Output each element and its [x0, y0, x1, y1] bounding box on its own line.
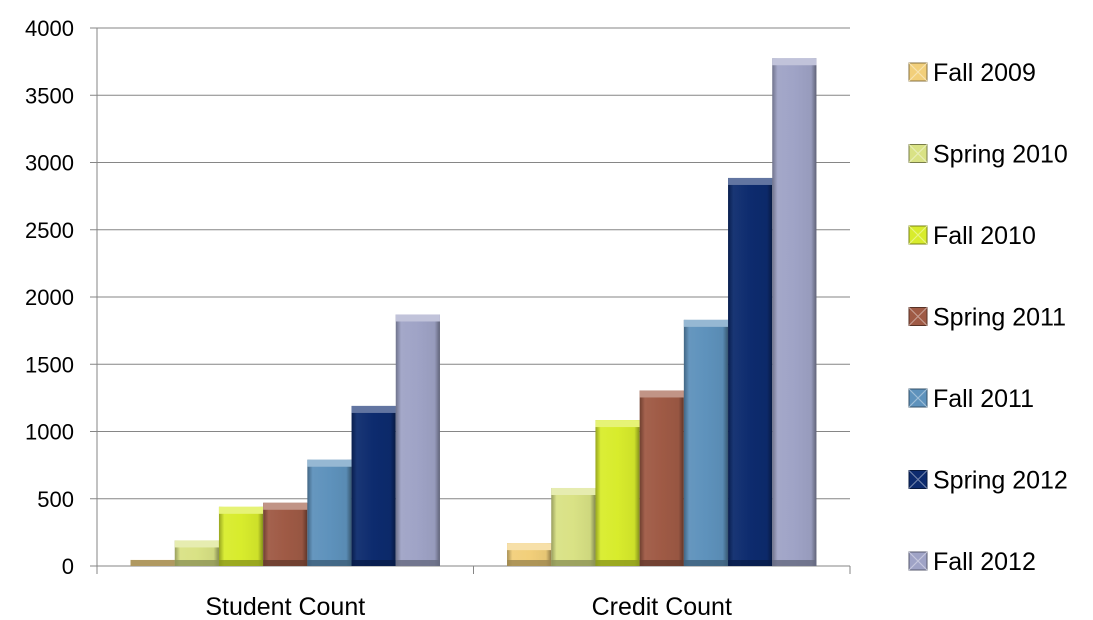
y-tick-label: 1000: [25, 420, 74, 445]
bar-body: [772, 58, 817, 566]
bar-body: [307, 459, 352, 566]
bar-body: [639, 390, 684, 566]
legend-label: Fall 2011: [933, 385, 1034, 413]
bar-top-bevel: [595, 420, 640, 428]
bar: [307, 459, 352, 566]
y-tick-label: 0: [62, 554, 74, 579]
y-tick-label: 1500: [25, 352, 74, 377]
legend-swatch-bevel: [908, 470, 928, 489]
bar-bottom-bevel: [395, 560, 440, 566]
x-category-label: Student Count: [205, 593, 365, 620]
legend-swatch-bevel: [908, 144, 928, 163]
legend-item: Spring 2010: [908, 141, 1068, 169]
legend-swatch-bevel: [908, 62, 928, 82]
axes: 0 500 1000 1500 2000 2500 3000 3500 4000 Student …: [25, 16, 851, 620]
bar-bottom-bevel: [174, 560, 219, 566]
bar-bottom-bevel: [263, 560, 308, 566]
bar: [772, 58, 817, 566]
y-tick-label: 500: [37, 487, 74, 512]
gridlines: [97, 27, 850, 500]
bar-bottom-bevel: [772, 560, 817, 566]
bar-bottom-bevel: [130, 560, 175, 566]
bar-top-bevel: [551, 487, 596, 495]
legend-item: Fall 2009: [908, 59, 1036, 87]
bar-body: [683, 319, 729, 566]
bar-body: [595, 420, 640, 566]
bar-top-bevel: [174, 540, 219, 548]
bar: [174, 540, 219, 566]
bar: [683, 319, 729, 566]
y-tick-label: 3000: [25, 151, 74, 176]
bar-body: [351, 405, 396, 566]
bar-top-bevel: [218, 506, 264, 514]
bar-bottom-bevel: [595, 560, 640, 566]
bar-bottom-bevel: [507, 560, 552, 566]
legend-label: Fall 2009: [933, 59, 1036, 87]
bar-body: [728, 177, 773, 566]
bar: [130, 559, 175, 566]
legend-swatch-bevel: [908, 388, 928, 408]
y-tick-label: 2500: [25, 218, 74, 243]
bar-bottom-bevel: [639, 560, 684, 566]
bar-top-bevel: [351, 405, 396, 413]
bar-top-bevel: [395, 314, 440, 322]
bar-top-bevel: [507, 543, 552, 551]
bar-bottom-bevel: [351, 560, 396, 566]
bar: [639, 390, 684, 566]
y-tick-label: 2000: [25, 285, 74, 310]
legend-label: Spring 2011: [933, 304, 1066, 332]
bar: [263, 502, 308, 566]
legend-item: Fall 2012: [908, 548, 1036, 576]
bars: [130, 58, 817, 566]
x-category-label: Credit Count: [592, 593, 732, 620]
legend-swatch-bevel: [908, 307, 928, 326]
bar-body: [263, 502, 308, 566]
bar-top-bevel: [639, 390, 684, 398]
y-tick-label: 3500: [25, 83, 74, 108]
legend-label: Spring 2012: [933, 467, 1068, 495]
bar: [551, 487, 596, 566]
bar-body: [551, 487, 596, 566]
legend-item: Fall 2010: [908, 222, 1036, 250]
legend-label: Fall 2010: [933, 222, 1036, 250]
bar-top-bevel: [263, 502, 308, 510]
bar: [507, 543, 552, 566]
bar-bottom-bevel: [218, 560, 264, 566]
bar: [351, 405, 396, 566]
legend-swatch-bevel: [908, 551, 928, 571]
bar-bottom-bevel: [307, 560, 352, 566]
bar-top-bevel: [728, 177, 773, 185]
bar-top-bevel: [772, 58, 817, 66]
legend-label: Fall 2012: [933, 548, 1036, 576]
bar: [595, 420, 640, 566]
legend-label: Spring 2010: [933, 141, 1068, 169]
legend: Fall 2009 Spring 2010 Fall 2010 Spring 2011…: [908, 59, 1068, 576]
legend-item: Spring 2011: [908, 304, 1066, 332]
legend-item: Fall 2011: [908, 385, 1034, 413]
legend-item: Spring 2012: [908, 467, 1068, 495]
bar: [728, 177, 773, 566]
bar-bottom-bevel: [551, 560, 596, 566]
bar-top-bevel: [307, 459, 352, 467]
bar-body: [218, 506, 264, 566]
bar: [218, 506, 264, 566]
bar-bottom-bevel: [683, 560, 729, 566]
y-tick-label: 4000: [25, 16, 74, 41]
bar-bottom-bevel: [728, 560, 773, 566]
legend-swatch-bevel: [908, 225, 928, 245]
bar-top-bevel: [683, 319, 729, 327]
bar-body: [395, 314, 440, 566]
bar: [395, 314, 440, 566]
